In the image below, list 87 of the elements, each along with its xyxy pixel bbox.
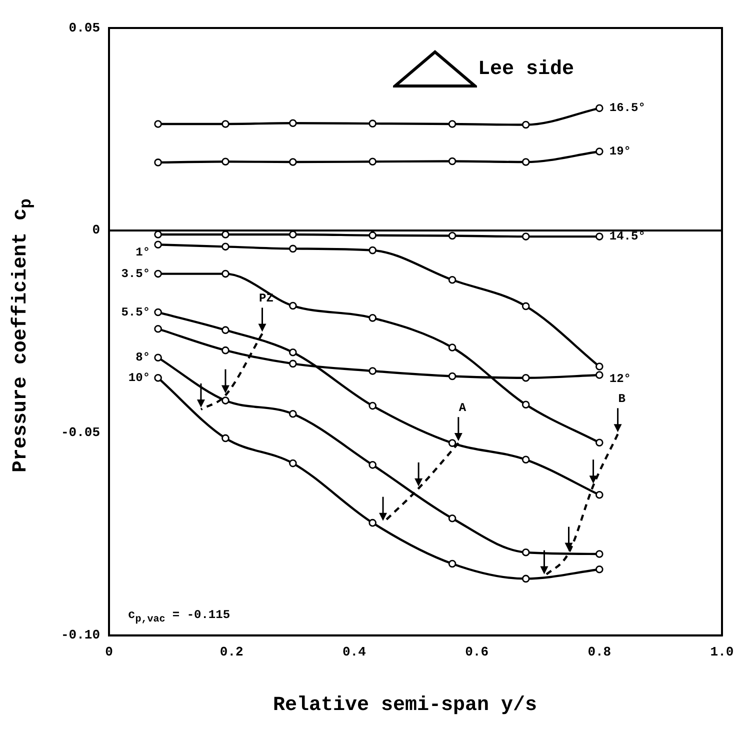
point <box>289 410 297 418</box>
point <box>222 434 230 442</box>
annotation: c$_{p,vac}$ = -0.115 <box>128 608 230 626</box>
point <box>222 270 230 278</box>
y-tick-label: 0 <box>92 222 100 238</box>
point <box>596 104 604 112</box>
point <box>596 232 604 240</box>
series-label: 12° <box>609 372 632 386</box>
point <box>448 344 456 352</box>
point <box>368 246 376 254</box>
point <box>368 158 376 166</box>
point <box>596 148 604 156</box>
text: B <box>618 392 626 406</box>
point <box>289 244 297 253</box>
point <box>289 348 297 356</box>
point <box>222 346 230 354</box>
point <box>154 240 162 249</box>
point <box>596 371 604 379</box>
point <box>368 461 376 469</box>
y-tick-label: 0.05 <box>68 20 100 36</box>
point <box>448 276 456 284</box>
point <box>154 230 162 238</box>
point <box>596 362 604 370</box>
point <box>596 565 604 574</box>
point <box>368 518 376 527</box>
series-label: 1° <box>136 246 150 260</box>
point <box>154 158 162 166</box>
series-label: 16.5° <box>609 101 646 116</box>
point <box>596 550 604 558</box>
x-tick-label: 1.0 <box>710 644 734 660</box>
point <box>368 231 376 240</box>
series-label: 14.5° <box>609 230 646 244</box>
point <box>522 374 530 382</box>
point <box>222 158 230 166</box>
x-axis-title: Relative semi-span y/s <box>272 694 538 717</box>
point <box>222 230 230 238</box>
point <box>522 574 530 583</box>
point <box>522 548 530 556</box>
point <box>289 158 297 166</box>
point <box>222 242 230 251</box>
series-label: 5.5° <box>121 305 150 320</box>
point <box>522 232 530 240</box>
point <box>596 490 604 499</box>
x-tick-label: 0.8 <box>588 644 612 660</box>
series-label: 3.5° <box>121 266 150 281</box>
point <box>222 396 230 404</box>
series-label: 8° <box>136 350 150 365</box>
point <box>154 374 162 382</box>
point <box>522 400 530 408</box>
point <box>448 120 456 128</box>
point <box>289 360 297 368</box>
y-tick-label: -0.05 <box>60 425 100 440</box>
x-tick-label: 0.6 <box>465 644 489 660</box>
point <box>448 560 456 568</box>
point <box>154 120 162 128</box>
point <box>154 324 162 333</box>
point <box>522 456 530 464</box>
point <box>289 459 297 468</box>
point <box>448 372 456 380</box>
x-tick-label: 0 <box>105 644 114 660</box>
point <box>596 438 604 447</box>
point <box>368 314 376 322</box>
point <box>154 354 162 362</box>
point <box>448 439 456 447</box>
point <box>368 367 376 375</box>
point <box>154 270 162 278</box>
point <box>448 157 456 166</box>
series-label: 19° <box>609 144 632 159</box>
x-tick-label: 0.4 <box>342 644 366 660</box>
point <box>222 326 230 334</box>
point <box>368 120 376 128</box>
point <box>522 158 530 166</box>
point <box>448 514 456 522</box>
point <box>448 232 456 240</box>
annotation: Lee side <box>478 58 574 81</box>
point <box>222 120 230 128</box>
text: A <box>458 401 467 416</box>
y-tick-label: -0.10 <box>60 628 100 643</box>
series-label: 10° <box>128 370 150 385</box>
point <box>368 402 376 410</box>
point <box>289 302 297 310</box>
point <box>522 302 530 310</box>
x-tick-label: 0.2 <box>220 644 244 660</box>
point <box>154 308 162 316</box>
point <box>289 230 297 238</box>
point <box>289 119 297 128</box>
point <box>522 120 530 129</box>
